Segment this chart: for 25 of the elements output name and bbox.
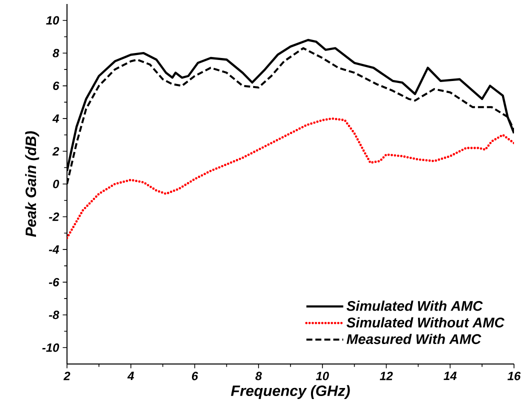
y-tick-label: 2 — [52, 147, 60, 156]
x-tick-label: 12 — [380, 372, 393, 380]
x-axis-title: Frequency (GHz) — [230, 385, 350, 400]
y-tick-label: -6 — [48, 278, 60, 286]
legend-label: Simulated Without AMC — [346, 317, 505, 328]
y-tick-label: 10 — [46, 16, 60, 25]
legend-label: Measured With AMC — [346, 334, 482, 344]
y-tick-label: -4 — [48, 245, 60, 254]
x-tick-label: 6 — [192, 372, 198, 380]
y-tick-label: 4 — [52, 114, 60, 123]
x-tick-label: 4 — [127, 372, 134, 380]
y-tick-label: -2 — [48, 212, 60, 221]
y-tick-label: 8 — [52, 48, 60, 58]
x-tick-label: 14 — [444, 372, 457, 380]
legend-label: Simulated With AMC — [346, 300, 483, 311]
y-tick-label: 0 — [53, 180, 60, 188]
x-tick-label: 8 — [255, 372, 262, 380]
y-tick-label: 6 — [53, 82, 60, 90]
y-tick-label: -10 — [42, 343, 60, 352]
y-axis-title: Peak Gain (dB) — [25, 131, 40, 237]
line-series — [67, 117, 514, 240]
x-tick-label: 2 — [63, 372, 70, 380]
x-tick-label: 10 — [316, 372, 329, 380]
y-tick-label: -8 — [48, 310, 60, 320]
x-tick-label: 16 — [508, 372, 521, 380]
